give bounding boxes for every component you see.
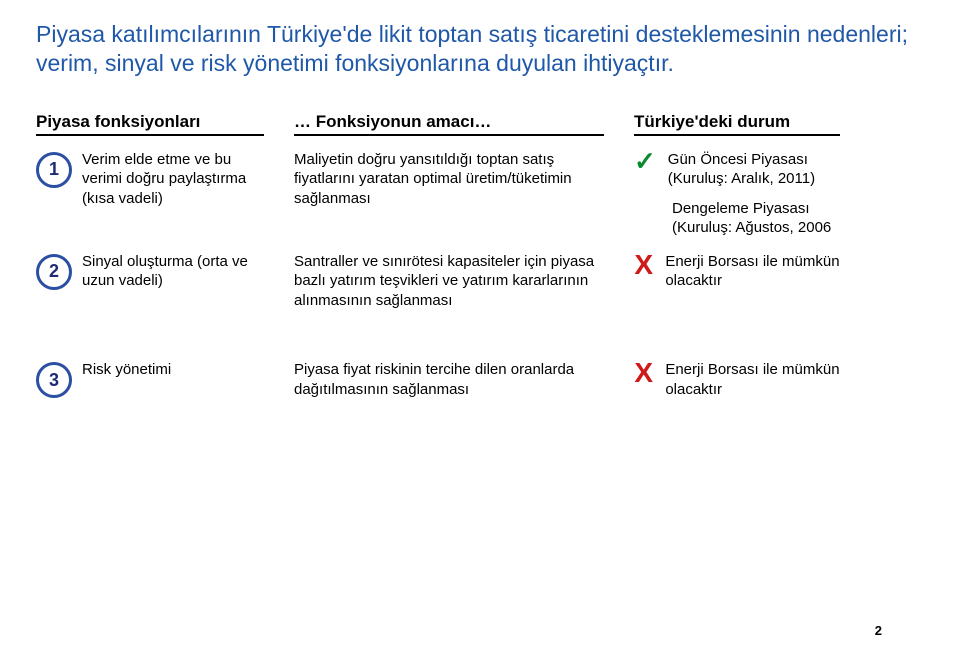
row-left-text: Verim elde etme ve bu verimi doğru payla… (82, 150, 264, 209)
row-left-text: Risk yönetimi (82, 360, 171, 380)
status-text: Enerji Borsası ile mümkün olacaktır (665, 252, 840, 291)
status-line: Dengeleme Piyasası (Kuruluş: Ağustos, 20… (634, 199, 840, 238)
row-mid-text: Santraller ve sınırötesi kapasiteler içi… (294, 252, 604, 311)
page-title: Piyasa katılımcılarının Türkiye'de likit… (36, 20, 924, 78)
page-number: 2 (875, 623, 882, 638)
col-header-right: Türkiye'deki durum (634, 112, 840, 136)
table-row: 2 Sinyal oluşturma (orta ve uzun vadeli) S… (36, 252, 924, 311)
row-mid-text: Maliyetin doğru yansıtıldığı toptan satı… (294, 150, 604, 238)
check-icon: ✓ (634, 150, 656, 173)
status-text: Enerji Borsası ile mümkün olacaktır (665, 360, 840, 399)
row-number-badge: 2 (36, 254, 72, 290)
status-text: Gün Öncesi Piyasası (Kuruluş: Aralık, 20… (668, 150, 840, 189)
row-right-cell: ✓ Gün Öncesi Piyasası (Kuruluş: Aralık, 2… (634, 150, 840, 238)
rows-container: 1 Verim elde etme ve bu verimi doğru payl… (36, 150, 924, 400)
row-right-cell: X Enerji Borsası ile mümkün olacaktır (634, 360, 840, 399)
table-row: 3 Risk yönetimi Piyasa fiyat riskinin terc… (36, 360, 924, 399)
column-headers-row: Piyasa fonksiyonları … Fonksiyonun amacı… (36, 112, 924, 136)
cross-icon: X (634, 360, 653, 385)
table-row: 1 Verim elde etme ve bu verimi doğru payl… (36, 150, 924, 238)
row-mid-text: Piyasa fiyat riskinin tercihe dilen oran… (294, 360, 604, 399)
row-left-text: Sinyal oluşturma (orta ve uzun vadeli) (82, 252, 264, 291)
status-line: X Enerji Borsası ile mümkün olacaktır (634, 360, 840, 399)
row-right-cell: X Enerji Borsası ile mümkün olacaktır (634, 252, 840, 311)
row-number-badge: 3 (36, 362, 72, 398)
row-left-cell: 2 Sinyal oluşturma (orta ve uzun vadeli) (36, 252, 264, 311)
cross-icon: X (634, 252, 653, 277)
status-line: ✓ Gün Öncesi Piyasası (Kuruluş: Aralık, 2… (634, 150, 840, 189)
col-header-left: Piyasa fonksiyonları (36, 112, 264, 136)
row-number-badge: 1 (36, 152, 72, 188)
row-left-cell: 3 Risk yönetimi (36, 360, 264, 399)
row-left-cell: 1 Verim elde etme ve bu verimi doğru payl… (36, 150, 264, 238)
col-header-mid: … Fonksiyonun amacı… (294, 112, 604, 136)
status-line: X Enerji Borsası ile mümkün olacaktır (634, 252, 840, 291)
status-text: Dengeleme Piyasası (Kuruluş: Ağustos, 20… (672, 199, 840, 238)
